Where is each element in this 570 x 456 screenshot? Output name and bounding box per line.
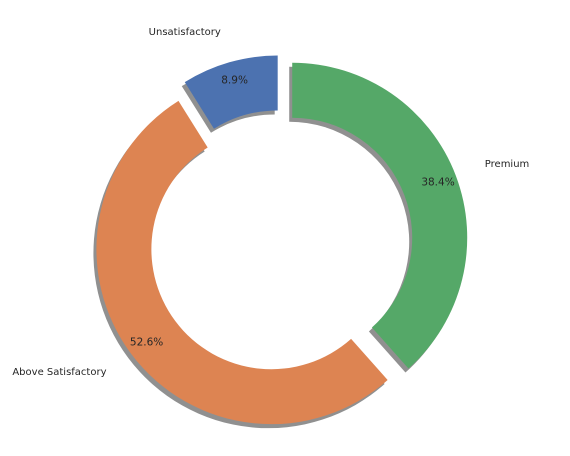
slice-unsatisfactory	[184, 55, 278, 129]
percent-label-above-satisfactory: 52.6%	[130, 337, 163, 349]
category-label-above-satisfactory: Above Satisfactory	[12, 367, 106, 378]
category-label-unsatisfactory: Unsatisfactory	[149, 27, 221, 38]
category-label-premium: Premium	[485, 159, 530, 170]
chart-label-layer: 8.9% Unsatisfactory 52.6% Above Satisfactor…	[12, 27, 529, 378]
chart-slice-layer	[96, 55, 468, 425]
slice-premium	[292, 62, 468, 369]
percent-label-unsatisfactory: 8.9%	[221, 75, 248, 87]
slice-above-satisfactory	[96, 100, 388, 425]
percent-label-premium: 38.4%	[421, 176, 454, 188]
